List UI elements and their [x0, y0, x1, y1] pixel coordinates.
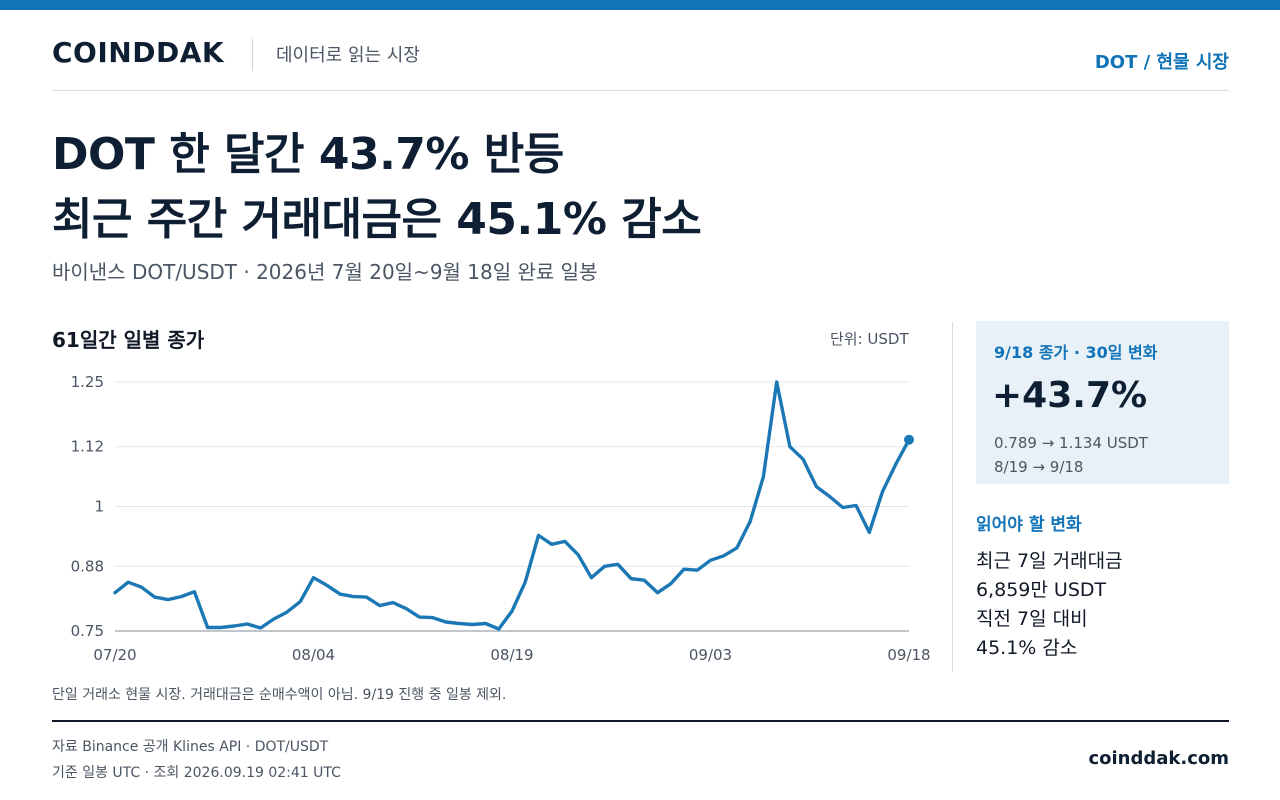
- x-tick-label: 09/18: [887, 646, 930, 664]
- chart-gridlines: [115, 381, 909, 632]
- kpi-date-range: 8/19 → 9/18: [994, 458, 1084, 476]
- x-tick-label: 08/04: [292, 646, 335, 664]
- footer-divider: [52, 720, 1229, 722]
- x-tick-label: 07/20: [93, 646, 136, 664]
- y-tick-label: 1.12: [71, 438, 104, 456]
- read-line-4: 45.1% 감소: [976, 637, 1078, 659]
- site-link[interactable]: coinddak.com: [1088, 748, 1229, 769]
- headline-subtitle: 바이낸스 DOT/USDT · 2026년 7월 20일~9월 18일 완료 일…: [52, 260, 598, 284]
- site-tagline: 데이터로 읽는 시장: [276, 45, 420, 66]
- headline-line-1: DOT 한 달간 43.7% 반등: [52, 129, 564, 180]
- y-tick-label: 0.75: [71, 622, 104, 640]
- site-header: COINDDAK 데이터로 읽는 시장 DOT / 현물 시장: [52, 36, 1229, 91]
- sidebar-divider: [952, 322, 953, 672]
- kpi-label: 9/18 종가 · 30일 변화: [994, 343, 1158, 362]
- source-text: 자료 Binance 공개 Klines API · DOT/USDT: [52, 739, 329, 755]
- read-line-1: 최근 7일 거래대금: [976, 550, 1123, 572]
- y-axis-ticks: 0.75 0.88 1 1.12 1.25: [71, 373, 104, 640]
- read-line-3: 직전 7일 대비: [976, 608, 1088, 630]
- y-tick-label: 0.88: [71, 557, 104, 575]
- chart-series-group: [113, 380, 914, 631]
- chart-unit: 단위: USDT: [830, 330, 909, 348]
- site-logo[interactable]: COINDDAK: [52, 36, 225, 69]
- read-line-2: 6,859만 USDT: [976, 579, 1107, 601]
- top-accent-bar: [0, 0, 1280, 10]
- headline-line-2: 최근 주간 거래대금은 45.1% 감소: [52, 194, 702, 245]
- read-section-title: 읽어야 할 변화: [976, 515, 1082, 535]
- last-point-marker: [904, 434, 914, 445]
- market-tag[interactable]: DOT / 현물 시장: [1094, 52, 1229, 73]
- kpi-value: +43.7%: [992, 375, 1148, 416]
- kpi-card: 9/18 종가 · 30일 변화 +43.7% 0.789 → 1.134 US…: [976, 321, 1229, 484]
- basis-text: 기준 일봉 UTC · 조회 2026.09.19 02:41 UTC: [52, 765, 341, 781]
- header-divider: [252, 39, 253, 71]
- x-axis-ticks: 07/20 08/04 08/19 09/03 09/18: [93, 646, 930, 664]
- chart-footnote: 단일 거래소 현물 시장. 거래대금은 순매수액이 아님. 9/19 진행 중 …: [52, 687, 507, 703]
- kpi-price-change: 0.789 → 1.134 USDT: [994, 434, 1148, 452]
- y-tick-label: 1: [94, 498, 104, 516]
- price-line-chart: 0.75 0.88 1 1.12 1.25 07/20 08/04 08/19 09/03 09…: [71, 373, 931, 664]
- y-tick-label: 1.25: [71, 373, 104, 391]
- chart-title: 61일간 일별 종가: [52, 328, 205, 352]
- series-line: [113, 380, 911, 631]
- x-tick-label: 08/19: [490, 646, 533, 664]
- x-tick-label: 09/03: [689, 646, 732, 664]
